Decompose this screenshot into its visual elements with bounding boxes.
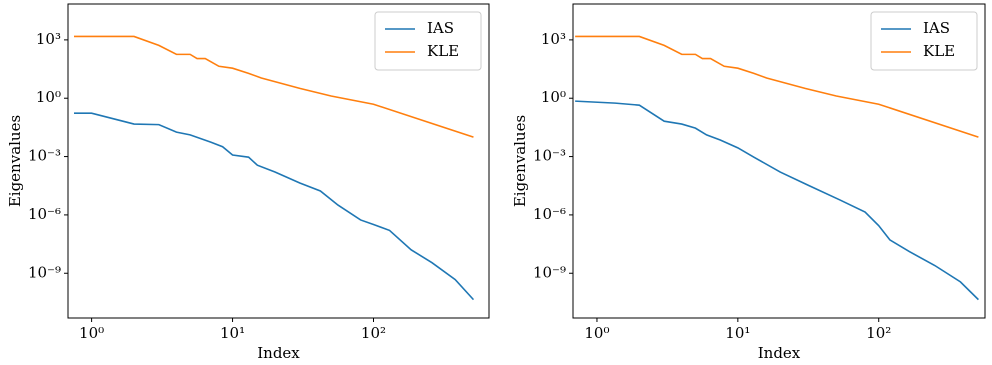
legend-label: KLE [427, 42, 459, 60]
x-axis-label: Index [758, 344, 801, 362]
y-tick-label: 10⁻³ [28, 147, 61, 165]
x-axis-label: Index [257, 344, 300, 362]
x-tick-label: 10² [866, 324, 891, 342]
y-tick-label: 10⁻³ [533, 147, 566, 165]
x-tick-label: 10⁰ [584, 324, 609, 342]
legend-label: KLE [923, 42, 955, 60]
y-tick-label: 10⁻⁹ [533, 263, 566, 281]
data-line [575, 100, 979, 301]
y-tick-label: 10⁰ [36, 88, 61, 106]
legend-label: IAS [427, 19, 454, 37]
plot-area [575, 35, 979, 301]
chart: 10⁰ 10¹ 10² 10⁻⁹ 10⁻⁶ 10⁻³ 10⁰ 10³ Index Eigenval… [6, 3, 490, 362]
axes-frame [67, 3, 490, 319]
plot-area [74, 35, 475, 301]
legend-box [870, 11, 978, 71]
y-tick-label: 10⁻⁹ [28, 263, 61, 281]
data-line [575, 35, 979, 138]
x-tick-label: 10¹ [725, 324, 750, 342]
x-tick-label: 10² [361, 324, 386, 342]
y-axis-label: Eigenvalues [511, 115, 529, 207]
y-axis-label: Eigenvalues [6, 115, 24, 207]
axes-frame [572, 3, 986, 319]
y-tick-label: 10⁰ [541, 88, 566, 106]
legend-label: IAS [923, 19, 950, 37]
chart: 10⁰ 10¹ 10² 10⁻⁹ 10⁻⁶ 10⁻³ 10⁰ 10³ Index Eigenval… [511, 3, 986, 362]
y-tick-label: 10⁻⁶ [533, 205, 566, 223]
data-line [74, 35, 474, 138]
legend-box [374, 11, 482, 71]
y-tick-label: 10³ [541, 30, 566, 48]
x-tick-label: 10¹ [220, 324, 245, 342]
y-tick-label: 10⁻⁶ [28, 205, 61, 223]
data-line [74, 112, 475, 301]
y-tick-label: 10³ [36, 30, 61, 48]
x-tick-label: 10⁰ [79, 324, 104, 342]
